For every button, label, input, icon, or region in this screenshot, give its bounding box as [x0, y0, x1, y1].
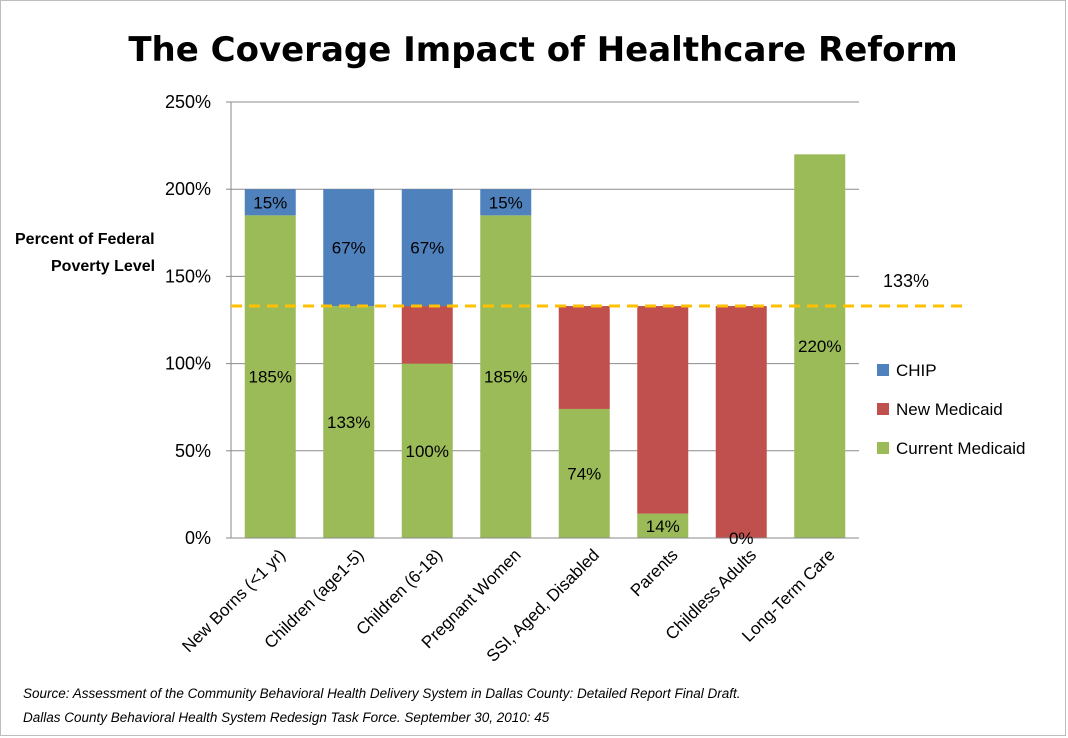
category-label: Parents: [627, 545, 682, 600]
source-line-2: Dallas County Behavioral Health System R…: [23, 710, 550, 725]
data-label: 220%: [798, 337, 841, 356]
bar-chip: [323, 189, 375, 307]
data-label: 133%: [327, 413, 370, 432]
reference-line-label: 133%: [883, 271, 929, 291]
y-tick-label: 0%: [185, 528, 211, 548]
data-label: 15%: [489, 193, 523, 212]
y-axis-label-line1: Percent of Federal: [15, 231, 155, 248]
data-label: 100%: [406, 442, 449, 461]
source-line-1: Source: Assessment of the Community Beha…: [23, 686, 741, 701]
legend: CHIP New Medicaid Current Medicaid: [877, 361, 1025, 458]
bar-current-medicaid: [480, 215, 532, 539]
legend-swatch: [877, 442, 889, 454]
data-label: 15%: [253, 193, 287, 212]
data-label: 67%: [410, 239, 444, 258]
bar-current-medicaid: [558, 408, 610, 538]
bar-current-medicaid: [794, 154, 846, 538]
y-tick-label: 150%: [165, 266, 211, 286]
data-label: 185%: [249, 368, 292, 387]
bar-new-medicaid: [401, 306, 453, 364]
legend-swatch: [877, 364, 889, 376]
data-label: 185%: [484, 368, 527, 387]
bar-chip: [401, 189, 453, 307]
bar-current-medicaid: [637, 513, 689, 538]
bar-chip: [480, 189, 532, 216]
bar-new-medicaid: [637, 306, 689, 514]
y-tick-label: 250%: [165, 92, 211, 112]
legend-label: Current Medicaid: [896, 439, 1025, 458]
legend-label: New Medicaid: [896, 400, 1003, 419]
legend-label: CHIP: [896, 361, 937, 380]
data-label: 0%: [729, 529, 754, 548]
data-labels: 185% 15% 133% 67% 100% 67% 185% 15% 74% 14% 0% 220%: [249, 193, 842, 548]
bar-current-medicaid: [323, 306, 375, 538]
chart-title: The Coverage Impact of Healthcare Reform: [128, 30, 957, 70]
data-label: 74%: [567, 464, 601, 483]
y-axis-label-line2: Poverty Level: [51, 258, 155, 275]
bar-chip: [244, 189, 296, 216]
legend-swatch: [877, 403, 889, 415]
bars: [244, 154, 846, 539]
y-tick-label: 50%: [175, 441, 211, 461]
reference-line: 133%: [231, 271, 969, 308]
data-label: 67%: [332, 239, 366, 258]
bar-new-medicaid: [715, 306, 767, 538]
y-tick-label: 100%: [165, 354, 211, 374]
y-axis-ticks: 0% 50% 100% 150% 200% 250%: [165, 92, 211, 548]
data-label: 14%: [646, 517, 680, 536]
bar-current-medicaid: [401, 363, 453, 538]
category-labels: New Borns (<1 yr)Children (age1-5)Childr…: [178, 545, 838, 665]
bar-current-medicaid: [244, 215, 296, 539]
bar-new-medicaid: [558, 306, 610, 409]
y-tick-label: 200%: [165, 179, 211, 199]
